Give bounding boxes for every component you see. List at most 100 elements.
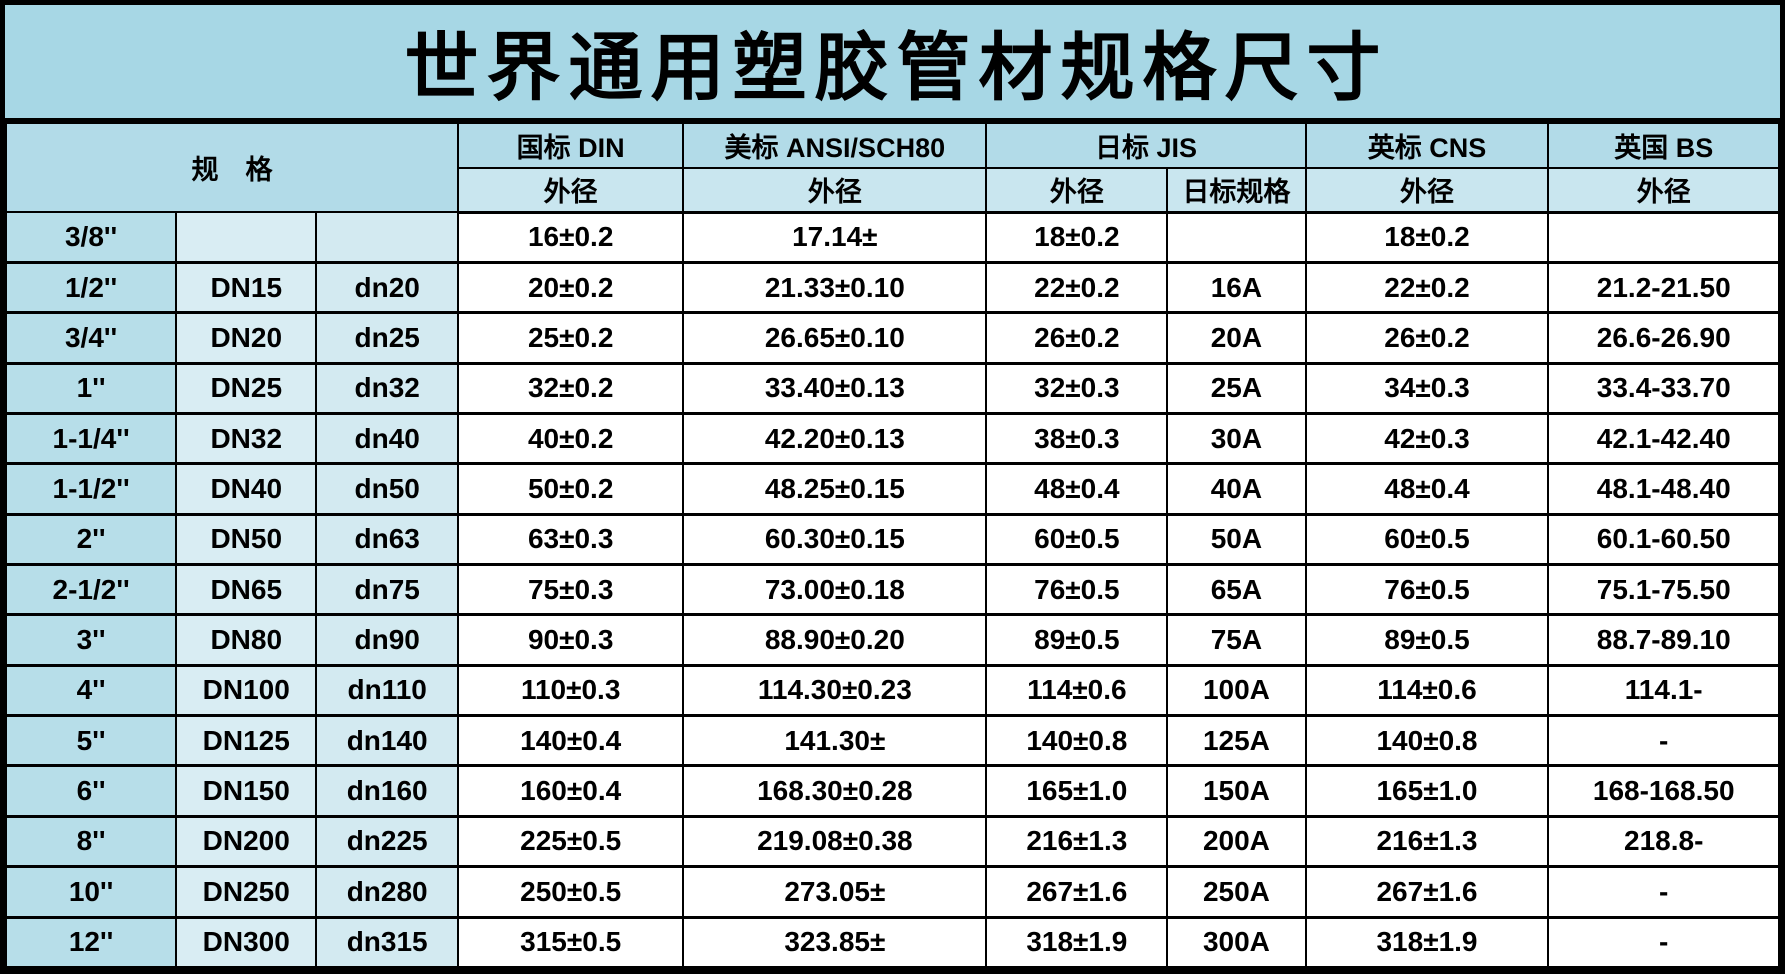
cell-size-inch: 3'' (4, 613, 178, 667)
cell-cns-od: 60±0.5 (1304, 513, 1550, 566)
cell-size-inch: 1'' (4, 362, 178, 415)
cell-jis-od: 18±0.2 (985, 210, 1169, 264)
cell-cns-od: 18±0.2 (1304, 210, 1550, 264)
cell-jis-od: 140±0.8 (985, 714, 1169, 767)
cell-ansi-od: 141.30± (682, 714, 988, 767)
table-row: 1'' DN25 dn32 32±0.2 33.40±0.13 32±0.3 25A 34±0… (4, 362, 1780, 415)
cell-cns-od: 22±0.2 (1304, 261, 1550, 314)
cell-size-dn-mm: dn160 (315, 764, 460, 818)
spec-table-body: 3/8'' 16±0.2 17.14± 18±0.2 18±0.2 1/2'' DN15 dn… (4, 210, 1780, 969)
cell-jis-spec: 300A (1166, 916, 1307, 969)
cell-size-inch: 1-1/2'' (4, 462, 178, 516)
cell-jis-spec: 200A (1166, 815, 1307, 868)
cell-size-dn: DN125 (175, 714, 318, 767)
cell-bs-od: 48.1-48.40 (1547, 462, 1780, 516)
cell-size-inch: 6'' (4, 764, 178, 818)
cell-size-dn-mm: dn315 (315, 916, 460, 969)
sub-header-row: 外径 外径 外径 日标规格 外径 外径 (6, 167, 1780, 214)
cell-jis-od: 76±0.5 (985, 563, 1169, 616)
cell-size-dn: DN25 (175, 362, 318, 415)
cell-jis-od: 38±0.3 (985, 412, 1169, 465)
cell-cns-od: 89±0.5 (1304, 613, 1550, 667)
cell-jis-spec (1166, 210, 1307, 264)
header-din: 国标 DIN (457, 122, 685, 169)
cell-din-od: 16±0.2 (457, 210, 685, 264)
cell-bs-od (1547, 210, 1780, 264)
cell-cns-od: 318±1.9 (1304, 916, 1550, 969)
subheader-ansi-od: 外径 (682, 167, 988, 214)
cell-ansi-od: 48.25±0.15 (682, 462, 988, 516)
spec-table: 规 格 国标 DIN 美标 ANSI/SCH80 日标 JIS 英标 CNS 英… (4, 122, 1780, 969)
cell-jis-spec: 30A (1166, 412, 1307, 465)
cell-bs-od: 42.1-42.40 (1547, 412, 1780, 465)
cell-cns-od: 26±0.2 (1304, 311, 1550, 365)
cell-size-dn-mm: dn90 (315, 613, 460, 667)
cell-din-od: 75±0.3 (457, 563, 685, 616)
table-row: 2-1/2'' DN65 dn75 75±0.3 73.00±0.18 76±0.5 65A… (4, 563, 1780, 616)
cell-size-dn-mm: dn20 (315, 261, 460, 314)
cell-size-dn: DN150 (175, 764, 318, 818)
cell-ansi-od: 33.40±0.13 (682, 362, 988, 415)
cell-bs-od: - (1547, 714, 1780, 767)
table-row: 1-1/2'' DN40 dn50 50±0.2 48.25±0.15 48±0.4 40A… (4, 462, 1780, 516)
cell-size-dn-mm: dn75 (315, 563, 460, 616)
cell-size-dn-mm: dn225 (315, 815, 460, 868)
cell-cns-od: 42±0.3 (1304, 412, 1550, 465)
group-header-row: 规 格 国标 DIN 美标 ANSI/SCH80 日标 JIS 英标 CNS 英… (4, 122, 1780, 213)
cell-jis-spec: 125A (1166, 714, 1307, 767)
cell-jis-spec: 25A (1166, 362, 1307, 415)
cell-size-dn: DN100 (175, 664, 318, 717)
cell-din-od: 140±0.4 (457, 714, 685, 767)
cell-size-dn-mm: dn32 (315, 362, 460, 415)
cell-size-inch: 5'' (4, 714, 178, 767)
cell-jis-od: 32±0.3 (985, 362, 1169, 415)
table-row: 8'' DN200 dn225 225±0.5 219.08±0.38 216±1.3 20… (4, 815, 1780, 868)
cell-bs-od: 218.8- (1547, 815, 1780, 868)
cell-bs-od: 26.6-26.90 (1547, 311, 1780, 365)
header-spec: 规 格 (4, 122, 460, 213)
cell-din-od: 250±0.5 (457, 865, 685, 919)
cell-din-od: 20±0.2 (457, 261, 685, 314)
cell-din-od: 25±0.2 (457, 311, 685, 365)
cell-bs-od: - (1547, 916, 1780, 969)
cell-bs-od: 60.1-60.50 (1547, 513, 1780, 566)
cell-ansi-od: 26.65±0.10 (682, 311, 988, 365)
cell-din-od: 90±0.3 (457, 613, 685, 667)
cell-ansi-od: 42.20±0.13 (682, 412, 988, 465)
cell-bs-od: 75.1-75.50 (1547, 563, 1780, 616)
cell-bs-od: 88.7-89.10 (1547, 613, 1780, 667)
cell-jis-spec: 16A (1166, 261, 1307, 314)
cell-size-dn: DN50 (175, 513, 318, 566)
cell-jis-od: 216±1.3 (985, 815, 1169, 868)
subheader-bs-od: 外径 (1547, 167, 1780, 214)
cell-size-inch: 3/8'' (4, 210, 178, 264)
cell-size-dn-mm: dn140 (315, 714, 460, 767)
cell-cns-od: 48±0.4 (1304, 462, 1550, 516)
table-row: 1-1/4'' DN32 dn40 40±0.2 42.20±0.13 38±0.3 30A… (4, 412, 1780, 465)
cell-ansi-od: 273.05± (682, 865, 988, 919)
cell-size-dn: DN250 (175, 865, 318, 919)
header-cns: 英标 CNS (1304, 122, 1550, 169)
cell-jis-spec: 75A (1166, 613, 1307, 667)
cell-jis-spec: 65A (1166, 563, 1307, 616)
table-row: 3/4'' DN20 dn25 25±0.2 26.65±0.10 26±0.2 20A 26… (4, 311, 1780, 365)
cell-size-inch: 12'' (4, 916, 178, 969)
cell-bs-od: 21.2-21.50 (1547, 261, 1780, 314)
cell-jis-od: 60±0.5 (985, 513, 1169, 566)
cell-size-dn-mm: dn110 (315, 664, 460, 717)
cell-size-dn-mm: dn63 (315, 513, 460, 566)
cell-jis-od: 318±1.9 (985, 916, 1169, 969)
cell-bs-od: 114.1- (1547, 664, 1780, 717)
cell-ansi-od: 88.90±0.20 (682, 613, 988, 667)
table-row: 2'' DN50 dn63 63±0.3 60.30±0.15 60±0.5 50A 60±0… (4, 513, 1780, 566)
cell-ansi-od: 73.00±0.18 (682, 563, 988, 616)
cell-jis-od: 267±1.6 (985, 865, 1169, 919)
cell-jis-od: 22±0.2 (985, 261, 1169, 314)
cell-din-od: 32±0.2 (457, 362, 685, 415)
header-bs: 英国 BS (1547, 122, 1780, 169)
cell-cns-od: 76±0.5 (1304, 563, 1550, 616)
cell-jis-spec: 50A (1166, 513, 1307, 566)
cell-bs-od: 168-168.50 (1547, 764, 1780, 818)
cell-din-od: 110±0.3 (457, 664, 685, 717)
cell-cns-od: 34±0.3 (1304, 362, 1550, 415)
